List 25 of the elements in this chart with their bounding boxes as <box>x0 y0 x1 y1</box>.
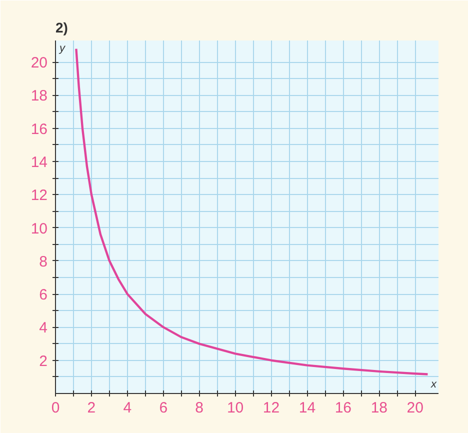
x-tick-label: 4 <box>123 400 132 416</box>
y-tick-label: 12 <box>30 187 48 204</box>
x-tick-label: 0 <box>51 400 60 416</box>
y-tick-label: 14 <box>30 154 48 171</box>
x-tick-label: 20 <box>406 400 424 416</box>
y-tick-label: 10 <box>30 220 48 238</box>
y-tick-label: 4 <box>39 320 48 337</box>
x-tick-label: 2 <box>87 400 96 416</box>
x-tick-label: 8 <box>195 400 204 416</box>
x-tick-label: 16 <box>334 400 352 416</box>
x-tick-label: 6 <box>159 400 168 416</box>
y-axis-title: y <box>58 42 66 54</box>
y-tick-label: 16 <box>30 120 48 138</box>
y-tick-label: 8 <box>39 253 48 270</box>
y-tick-label: 6 <box>39 286 48 304</box>
x-tick-label: 18 <box>370 400 388 416</box>
x-axis-title: x <box>430 378 437 390</box>
y-tick-label: 20 <box>30 54 48 72</box>
x-tick-label: 10 <box>226 400 244 416</box>
chart-title: 2) <box>56 20 68 36</box>
x-tick-label: 12 <box>262 400 280 416</box>
y-tick-label: 18 <box>30 88 48 105</box>
x-tick-label: 14 <box>298 400 316 416</box>
line-series <box>75 48 429 376</box>
y-tick-label: 2 <box>39 352 48 370</box>
